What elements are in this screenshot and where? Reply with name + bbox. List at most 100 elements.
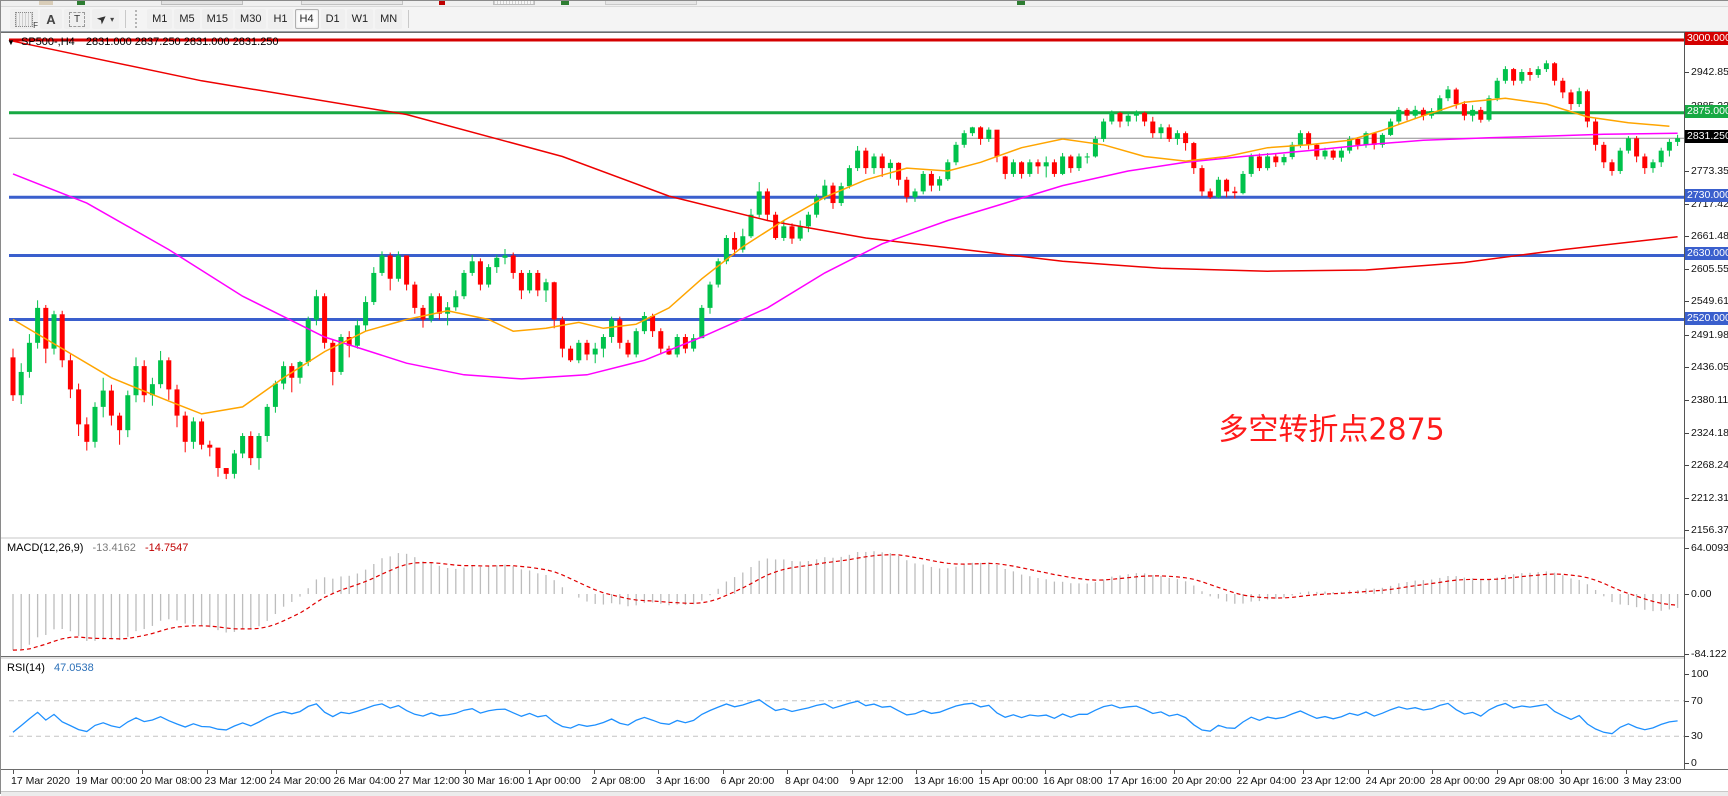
ma-fast-orange-line[interactable]: [12, 97, 1670, 415]
price-tick-label: 2661.485: [1685, 230, 1728, 242]
macd-canvas[interactable]: [9, 539, 1684, 656]
time-tick: [787, 770, 788, 774]
candle-body: [1519, 72, 1525, 81]
candle-body: [313, 296, 319, 320]
rsi-canvas[interactable]: [9, 659, 1684, 769]
time-tick: [13, 770, 14, 774]
candle-body: [912, 191, 918, 198]
candle-body: [1388, 121, 1394, 135]
candle-body: [199, 421, 205, 445]
timeframe-button-mn[interactable]: MN: [375, 9, 403, 29]
candle-body: [51, 314, 57, 349]
timeframe-button-m1[interactable]: M1: [147, 9, 173, 29]
toolbar-fragment: [439, 1, 445, 5]
candle-body: [297, 362, 303, 378]
candle-body: [756, 191, 762, 215]
indicator-grid-button[interactable]: F: [10, 9, 38, 30]
candle-body: [1486, 98, 1492, 120]
rsi-panel: RSI(14) 47.0538: [1, 659, 1728, 770]
time-tick: [1045, 770, 1046, 774]
price-level-badge: 2520.000: [1685, 312, 1728, 325]
timeframe-button-w1[interactable]: W1: [346, 9, 374, 29]
timeframe-button-m30[interactable]: M30: [235, 9, 267, 29]
time-tick-label: 9 Apr 12:00: [849, 775, 904, 787]
timeframe-button-m15[interactable]: M15: [201, 9, 234, 29]
time-tick: [851, 770, 853, 774]
timeframe-button-d1[interactable]: D1: [320, 9, 345, 29]
candle-body: [395, 255, 401, 279]
candle-body: [338, 336, 344, 372]
rsi-line[interactable]: [12, 698, 1678, 735]
candle-body: [723, 237, 729, 262]
price-tick-label: 2156.375: [1685, 524, 1728, 536]
candle-body: [1535, 69, 1541, 75]
timeframe-button-h1[interactable]: H1: [268, 9, 293, 29]
candle-body: [1527, 72, 1533, 75]
candle-body: [740, 236, 746, 250]
price-tick-label: 2324.180: [1685, 427, 1728, 439]
timeframe-button-m5[interactable]: M5: [174, 9, 200, 29]
rsi-label: RSI(14): [7, 662, 45, 674]
time-tick: [1303, 770, 1304, 774]
text-label-button[interactable]: A: [40, 9, 62, 29]
arrows-button[interactable]: ➤ ▾: [92, 9, 120, 29]
time-tick: [916, 770, 917, 774]
candle-body: [1240, 173, 1246, 194]
candle-body: [1297, 133, 1303, 145]
candle-body: [322, 296, 328, 343]
candle-body: [256, 435, 262, 459]
candle-body: [494, 257, 500, 268]
annotation-text[interactable]: 多空转折点2875: [1218, 412, 1444, 447]
timeframe-button-h4[interactable]: H4: [294, 9, 319, 29]
price-tick-label: 2942.855: [1685, 66, 1728, 78]
time-tick: [1367, 770, 1369, 774]
candle-body: [281, 366, 287, 384]
candle-body: [1142, 112, 1148, 122]
candle-body: [1445, 89, 1451, 99]
candle-body: [436, 296, 442, 314]
toolbar-fragment: [493, 1, 535, 5]
price-chart-canvas[interactable]: 多空转折点2875: [9, 33, 1684, 535]
candle-body: [846, 168, 852, 187]
macd-signal-line[interactable]: [12, 554, 1678, 651]
candle-body: [732, 237, 738, 250]
candle-body: [453, 296, 459, 308]
candle-body: [108, 390, 114, 416]
candle-body: [994, 129, 1000, 157]
text-box-button[interactable]: T: [64, 9, 90, 29]
panel-splitter[interactable]: [1, 657, 1728, 659]
candle-body: [1453, 89, 1459, 105]
candle-body: [67, 360, 73, 390]
time-tick-label: 27 Mar 12:00: [398, 775, 460, 787]
panel-splitter[interactable]: [1, 537, 1728, 539]
candle-body: [26, 342, 32, 372]
candle-body: [404, 255, 410, 285]
boxed-t-icon: T: [69, 11, 85, 27]
candle-body: [272, 383, 278, 407]
rsi-axis-label: 70: [1685, 695, 1703, 707]
candle-body: [1511, 69, 1517, 81]
candle-body: [1609, 162, 1615, 172]
candle-body: [264, 406, 270, 436]
macd-panel: MACD(12,26,9) -13.4162 -14.7547: [1, 539, 1728, 657]
toolbar-fragment: [77, 1, 85, 5]
time-axis[interactable]: 17 Mar 2020 19 Mar 00:00 20 Mar 08:00 23 Ma…: [1, 770, 1728, 791]
price-tick-label: 2268.245: [1685, 459, 1728, 471]
macd-header: MACD(12,26,9) -13.4162 -14.7547: [7, 542, 188, 554]
time-tick: [1109, 770, 1111, 774]
candle-body: [346, 336, 352, 346]
candle-body: [231, 453, 237, 474]
candle-body: [682, 336, 688, 349]
candle-body: [764, 191, 770, 215]
ma-slow-red-line[interactable]: [12, 40, 1678, 272]
candle-body: [1404, 109, 1410, 116]
candle-body: [535, 272, 541, 291]
ma-mid-magenta-line[interactable]: [12, 132, 1678, 380]
time-tick-label: 6 Apr 20:00: [720, 775, 775, 787]
collapse-triangle-icon[interactable]: ▼: [7, 38, 15, 47]
toolbar-drag-handle[interactable]: [135, 10, 142, 28]
candle-body: [166, 360, 172, 390]
rsi-axis-label: 0: [1685, 757, 1697, 769]
candle-body: [1166, 127, 1172, 139]
candle-body: [937, 179, 943, 186]
